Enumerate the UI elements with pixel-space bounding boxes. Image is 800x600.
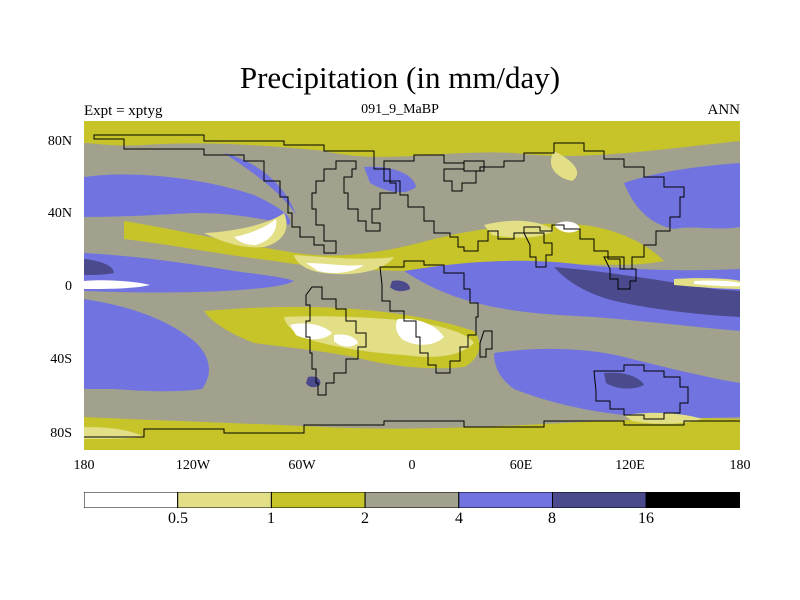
region-arabia-core bbox=[554, 221, 580, 233]
region-desert-n bbox=[234, 219, 277, 245]
region-sahara-core bbox=[306, 263, 364, 273]
season-label: ANN bbox=[707, 102, 741, 118]
coast-north-america bbox=[93, 134, 397, 254]
coastlines bbox=[84, 134, 740, 438]
region-desert-s3 bbox=[334, 334, 358, 347]
colorbar-label-3: 4 bbox=[455, 510, 463, 527]
region-arctic-patches bbox=[550, 151, 578, 181]
coast-australia bbox=[593, 364, 689, 420]
period-label: 091_9_MaBP bbox=[361, 102, 439, 117]
colorbar-label-4: 8 bbox=[548, 510, 556, 527]
region-equator-heavy-e bbox=[554, 267, 740, 317]
plot-title: Precipitation (in mm/day) bbox=[239, 60, 561, 95]
colorbar-bin-5 bbox=[552, 492, 647, 508]
region-southern-wet-w bbox=[84, 299, 209, 392]
colorbar-bin-3 bbox=[364, 492, 460, 508]
lat-tick-80n: 80N bbox=[47, 134, 72, 149]
lat-tick-eq: 0 bbox=[65, 279, 72, 294]
coast-antarctica bbox=[84, 420, 740, 438]
coast-greenland bbox=[443, 160, 485, 192]
colorbar-label-2: 2 bbox=[361, 510, 369, 527]
colorbar-bin-2 bbox=[270, 492, 366, 508]
region-equator-wet-e bbox=[404, 260, 740, 331]
lat-tick-80s: 80S bbox=[50, 426, 72, 441]
lat-tick-40n: 40N bbox=[47, 206, 72, 221]
precipitation-map bbox=[84, 121, 740, 450]
colorbar bbox=[84, 492, 740, 508]
region-south-verydry bbox=[84, 427, 144, 439]
region-south-dry bbox=[84, 417, 740, 450]
coast-europe-asia bbox=[383, 142, 685, 270]
lon-tick-120e: 120E bbox=[615, 458, 645, 473]
lon-tick-60e: 60E bbox=[509, 458, 533, 473]
region-desert-s1 bbox=[290, 323, 332, 340]
region-equator-heavy-patch bbox=[390, 280, 410, 292]
lon-tick-180w: 180 bbox=[73, 458, 95, 473]
region-southern-heavy-w bbox=[306, 376, 321, 388]
experiment-label: Expt = xptyg bbox=[84, 103, 163, 119]
coast-se-asia bbox=[603, 256, 637, 290]
coast-south-america bbox=[305, 286, 367, 396]
region-equator-heavy-w bbox=[84, 259, 114, 275]
coast-madagascar bbox=[479, 330, 493, 358]
colorbar-bin-6 bbox=[645, 492, 740, 508]
region-southern-heavy-e bbox=[604, 372, 644, 389]
region-equator-dry-strip bbox=[84, 280, 150, 289]
lon-tick-180e: 180 bbox=[729, 458, 751, 473]
region-equator-dry-strip-e2 bbox=[694, 280, 740, 287]
lat-tick-40s: 40S bbox=[50, 352, 72, 367]
colorbar-label-5: 16 bbox=[638, 510, 654, 527]
colorbar-label-0: 0.5 bbox=[168, 510, 188, 527]
colorbar-label-1: 1 bbox=[267, 510, 275, 527]
colorbar-bin-4 bbox=[458, 492, 553, 508]
region-desert-s2 bbox=[395, 318, 444, 345]
coast-africa bbox=[379, 260, 479, 374]
colorbar-bin-0 bbox=[84, 492, 179, 508]
colorbar-bin-1 bbox=[177, 492, 272, 508]
coast-india bbox=[523, 232, 553, 268]
lon-tick-60w: 60W bbox=[288, 458, 316, 473]
lon-tick-120w: 120W bbox=[175, 458, 211, 473]
region-north-dry bbox=[84, 121, 740, 157]
region-npacific-east bbox=[624, 163, 740, 229]
region-npacific-wet bbox=[84, 174, 291, 225]
lon-tick-0: 0 bbox=[408, 458, 416, 473]
